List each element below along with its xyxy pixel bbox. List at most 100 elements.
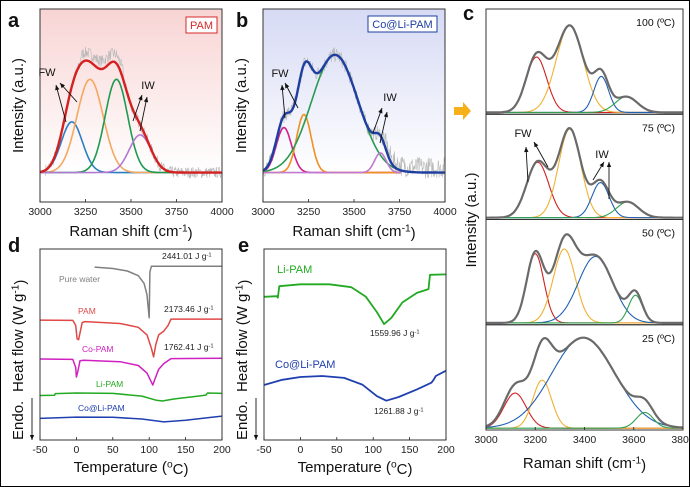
panel-e-enthalpy-label-part: 1261.88 J g: [374, 406, 419, 416]
panel-b-fit-envelope: [262, 53, 446, 174]
panel-a-x-tick-label: 3250: [74, 206, 98, 218]
panel-d-x-tick-label-part: 200: [213, 444, 231, 456]
panel-b-x-axis-title: Raman shift (cm-1): [292, 223, 415, 242]
panel-e-x-tick-label-part: -50: [256, 444, 271, 456]
panel-d-endo-label-part: Endo.: [10, 401, 27, 440]
panel-b-x-tick-label: 3250: [297, 206, 321, 218]
panel-c-annotation-arrow: [525, 146, 529, 183]
panel-b-annotation-arrow: [281, 84, 286, 119]
panel-b-iw-label: IW: [383, 92, 397, 104]
panel-e-endo-arrow-head: [253, 435, 259, 440]
panel-b-fw-label-part: FW: [271, 68, 289, 80]
panel-d-series-label-part: PAM: [78, 306, 96, 316]
panel-d-endo-label: Endo.: [10, 401, 27, 440]
panel-d-y-axis-title: Heat flow (W g-1): [10, 280, 29, 392]
panel-label: c: [463, 3, 474, 25]
panel-c-temperature-label-part: 50 (ºC): [642, 228, 675, 240]
panel-c-temperature-label-part: 25 (ºC): [642, 333, 675, 345]
panel-d-series-label: PAM: [78, 306, 96, 316]
panel-b-legend-label-part: Co@Li-PAM: [372, 19, 432, 31]
panel-e-series-label-part: Li-PAM: [277, 264, 312, 276]
panel-c-y-axis-title-part: Intensity (a.u.): [463, 172, 480, 267]
panel-d-y-axis-title-part: ): [12, 280, 29, 285]
panel-c-x-tick-label: 3200: [524, 434, 548, 446]
panel-c-subplot-2-envelope: [485, 127, 684, 219]
panel-c-annotation-arrow-head: [534, 142, 539, 148]
panel-e-series-label: Co@Li-PAM: [275, 359, 335, 371]
panel-e-enthalpy-label-superscript: -1: [418, 407, 423, 413]
panel-e-x-tick-label: 200: [437, 444, 455, 456]
panel-d-curve-co-pam: [39, 357, 223, 386]
panel-c-annotation-arrow-head: [606, 162, 612, 167]
panel-c-subplot-3-component-1: [486, 253, 683, 324]
panel-b-legend-label: Co@Li-PAM: [372, 19, 432, 31]
panel-e-x-axis-title-part: C): [397, 461, 413, 478]
panel-e-x-tick-label: -50: [256, 444, 271, 456]
panel-c-x-tick-label: 3000: [474, 434, 498, 446]
panel-c-x-tick-label: 3600: [622, 434, 646, 446]
panel-c-temperature-label-part: 100 (ºC): [636, 17, 675, 29]
panel-b-x-tick-label: 3500: [342, 206, 366, 218]
panel-d-x-axis-title-part: Temperature (: [74, 459, 167, 476]
panel-b-annotation-arrow-head: [285, 83, 290, 89]
panel-c-iw-label-part: IW: [595, 149, 609, 161]
panel-d-enthalpy-label-superscript: -1: [206, 252, 211, 258]
panel-c-temperature-label: 100 (ºC): [636, 17, 675, 29]
panel-a-iw-label-part: IW: [141, 80, 155, 92]
panel-a-x-tick-label: 3750: [165, 206, 189, 218]
panel-a-x-tick-label: 3000: [28, 206, 52, 218]
panel-e-x-tick-label: 0: [297, 444, 303, 456]
panel-a-x-axis-title-part: Raman shift (cm: [69, 223, 178, 240]
panel-e-x-axis-title-part: Temperature (: [298, 459, 391, 476]
panel-e-endo-label-part: Endo.: [234, 401, 251, 440]
panel-label: d: [8, 235, 20, 257]
panel-label-part: a: [8, 10, 20, 32]
panel-e-x-tick-label-part: 100: [364, 444, 382, 456]
panel-e-y-axis-title-superscript: -1: [234, 284, 245, 293]
panel-d-series-label: Co@Li-PAM: [78, 403, 125, 413]
panel-e-x-tick-label: 150: [401, 444, 419, 456]
panel-a-y-axis-title-part: Intensity (a.u.): [10, 58, 27, 153]
panel-a-x-tick-label: 4000: [210, 206, 234, 218]
panel-d-x-tick-label-part: 50: [107, 444, 119, 456]
panel-a-y-axis-title: Intensity (a.u.): [10, 58, 27, 153]
panel-e-x-axis-title: Temperature (oC): [298, 459, 413, 478]
panel-c-fw-label: FW: [514, 128, 532, 140]
panel-d-curve-co-li-pam: [39, 415, 223, 423]
panel-d-x-axis-title-superscript: o: [167, 459, 173, 470]
panel-b-x-tick-label: 4000: [433, 206, 457, 218]
panel-label-part: e: [238, 235, 249, 257]
panel-b-legend-box: [367, 15, 438, 33]
panel-a-x-tick-label-part: 3500: [119, 206, 143, 218]
panel-label-part: b: [236, 10, 248, 32]
panel-e-x-axis-title-superscript: o: [391, 459, 397, 470]
panel-b-y-axis-title: Intensity (a.u.): [233, 58, 250, 153]
panel-a-annotation-arrow-head: [138, 95, 143, 101]
panel-d-curve-li-pam: [39, 392, 223, 402]
panel-d-y-axis-title-superscript: -1: [10, 284, 21, 293]
panel-label: b: [236, 10, 248, 32]
panel-e-curve-co-li-pam: [263, 369, 447, 402]
panel-d-series-label-part: Li-PAM: [96, 379, 123, 389]
panel-c-subplot-4-envelope: [485, 336, 684, 429]
panel-c-subplot-3-component-3: [486, 255, 683, 324]
panel-c-annotation-arrow-head: [524, 147, 529, 153]
panel-e-enthalpy-label-part: 1559.96 J g: [370, 328, 415, 338]
panel-d-x-tick-label: 100: [140, 444, 158, 456]
panel-a-annotation-arrow: [55, 84, 67, 123]
panel-c-iw-label: IW: [595, 149, 609, 161]
panel-b-y-axis-title-part: Intensity (a.u.): [233, 58, 250, 153]
panel-a-x-axis-title-superscript: -1: [179, 223, 188, 234]
panel-d-enthalpy-label-superscript: -1: [208, 305, 213, 311]
panel-a-fw-label-part: FW: [38, 67, 56, 79]
panel-d-x-tick-label-part: 150: [177, 444, 195, 456]
panel-e-curve-li-pam: [263, 273, 447, 326]
panel-c-x-tick-label: 3400: [573, 434, 597, 446]
panel-b-annotation-arrow: [379, 111, 388, 144]
panel-b-annotation-arrow-head: [378, 108, 383, 114]
panel-d-series-label: Li-PAM: [96, 379, 123, 389]
panel-c-fw-label-part: FW: [514, 128, 532, 140]
panel-b-x-axis-title-superscript: -1: [402, 223, 411, 234]
panel-d-endo-arrow-head: [29, 435, 35, 440]
panel-c-temperature-label: 50 (ºC): [642, 228, 675, 240]
